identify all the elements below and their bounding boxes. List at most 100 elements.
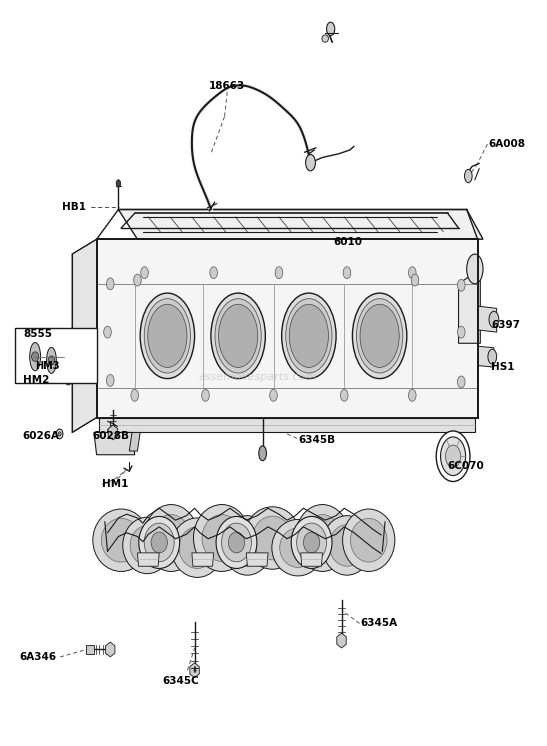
Ellipse shape [440,437,465,475]
Ellipse shape [140,293,195,378]
Ellipse shape [202,515,242,562]
Ellipse shape [342,509,395,571]
Text: HM2: HM2 [23,375,50,386]
Ellipse shape [228,532,245,553]
Text: HS1: HS1 [491,362,515,372]
Ellipse shape [30,342,40,371]
Ellipse shape [253,516,292,560]
Polygon shape [478,306,497,332]
Bar [86,645,95,654]
Polygon shape [118,210,483,239]
Ellipse shape [116,180,120,187]
Ellipse shape [144,504,199,571]
Ellipse shape [304,532,320,553]
Ellipse shape [107,374,114,386]
Polygon shape [301,553,323,566]
Ellipse shape [322,35,328,43]
Text: 6A008: 6A008 [488,139,526,149]
Ellipse shape [151,532,167,553]
Ellipse shape [296,523,327,562]
Ellipse shape [152,515,190,562]
Text: 6345C: 6345C [162,676,199,686]
Ellipse shape [322,515,372,575]
Ellipse shape [351,518,387,562]
Ellipse shape [210,267,218,278]
Text: 6026A: 6026A [22,431,59,441]
Polygon shape [94,433,135,455]
Polygon shape [67,332,97,377]
Polygon shape [100,418,475,433]
Ellipse shape [101,518,141,562]
Text: 6397: 6397 [491,320,520,330]
Text: 6010: 6010 [333,237,362,247]
Polygon shape [190,663,199,677]
Text: 6028B: 6028B [93,431,130,441]
Ellipse shape [259,446,266,461]
Text: HB1: HB1 [62,201,86,212]
Ellipse shape [130,526,165,565]
FancyBboxPatch shape [15,327,97,383]
Ellipse shape [107,278,114,289]
Ellipse shape [222,515,272,575]
Polygon shape [458,269,480,343]
Ellipse shape [457,326,465,338]
Ellipse shape [306,154,316,171]
Ellipse shape [133,274,141,286]
Ellipse shape [289,304,328,368]
Ellipse shape [144,298,190,373]
Ellipse shape [46,348,56,373]
Ellipse shape [65,376,72,385]
Ellipse shape [48,356,55,365]
Ellipse shape [411,274,419,286]
Ellipse shape [436,431,470,481]
Ellipse shape [139,516,179,568]
Ellipse shape [194,504,250,571]
Ellipse shape [148,304,187,368]
Polygon shape [246,553,268,566]
Text: 18663: 18663 [209,81,246,90]
Ellipse shape [457,376,465,388]
Text: 6A346: 6A346 [19,652,56,662]
Ellipse shape [93,509,149,571]
Ellipse shape [282,293,336,378]
Ellipse shape [295,504,350,571]
Ellipse shape [467,254,483,283]
Ellipse shape [445,445,461,468]
Ellipse shape [457,279,465,291]
Ellipse shape [275,267,283,278]
Ellipse shape [409,389,416,401]
Text: 6345B: 6345B [298,435,335,445]
Ellipse shape [202,389,210,401]
Polygon shape [97,239,478,418]
Polygon shape [192,553,214,566]
Ellipse shape [244,507,301,569]
Ellipse shape [215,298,261,373]
Ellipse shape [360,304,399,368]
Ellipse shape [352,293,407,378]
Ellipse shape [141,267,148,278]
Polygon shape [337,633,346,648]
Ellipse shape [280,528,316,568]
Ellipse shape [171,518,223,577]
Polygon shape [478,346,494,367]
Text: assembliesparts.com: assembliesparts.com [198,372,316,382]
Ellipse shape [32,352,39,362]
Ellipse shape [123,517,172,574]
Ellipse shape [329,524,364,566]
Ellipse shape [409,267,416,278]
Ellipse shape [343,267,351,278]
Ellipse shape [219,304,258,368]
Text: 8555: 8555 [23,329,52,339]
Ellipse shape [270,389,277,401]
Ellipse shape [230,524,265,566]
Ellipse shape [73,342,91,372]
Polygon shape [137,553,159,566]
Text: HM3: HM3 [36,360,60,371]
Ellipse shape [108,428,113,434]
Ellipse shape [144,523,174,562]
Ellipse shape [272,519,324,576]
Ellipse shape [286,298,332,373]
Ellipse shape [488,349,497,364]
Polygon shape [129,433,140,451]
Polygon shape [108,425,118,440]
